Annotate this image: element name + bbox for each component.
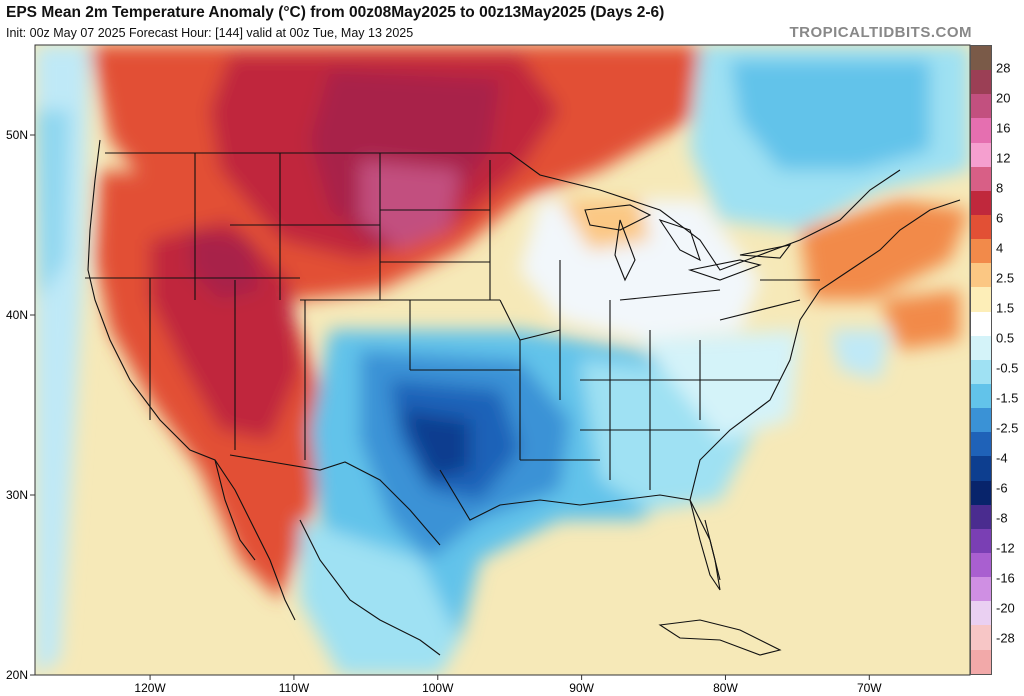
colorbar-segment [971, 118, 991, 143]
colorbar-segment [971, 480, 991, 505]
colorbar-segment [971, 311, 991, 336]
lat-tick-label: 50N [6, 128, 28, 142]
colorbar-segment [971, 359, 991, 384]
lon-tick-label: 70W [857, 681, 882, 695]
colorbar-label: 12 [996, 150, 1011, 165]
colorbar-label: -6 [996, 480, 1008, 495]
lon-tick-label: 100W [422, 681, 454, 695]
colorbar-segment [971, 239, 991, 264]
lon-tick-label: 110W [279, 681, 310, 695]
lat-tick-label: 20N [6, 668, 28, 682]
colorbar-segment [971, 335, 991, 360]
colorbar-label: -2.5 [996, 420, 1019, 435]
colorbar-segment [971, 528, 991, 553]
colorbar-segment [971, 456, 991, 481]
lon-tick-label: 120W [134, 681, 166, 695]
colorbar-segment [971, 263, 991, 288]
colorbar-label: 4 [996, 240, 1004, 255]
colorbar-label: -4 [996, 450, 1008, 465]
colorbar-label: -1.5 [996, 390, 1019, 405]
colorbar-label: 20 [996, 90, 1011, 105]
colorbar-label: -12 [996, 540, 1015, 555]
map-borders [85, 139, 961, 656]
lat-tick-label: 40N [6, 308, 28, 322]
colorbar-label: -28 [996, 630, 1015, 645]
colorbar-segment [971, 577, 991, 602]
colorbar-label: 28 [996, 60, 1011, 75]
colorbar-label: 1.5 [996, 300, 1015, 315]
colorbar-segment [971, 408, 991, 433]
colorbar-label: -16 [996, 570, 1015, 585]
colorbar-label: -8 [996, 510, 1008, 525]
colorbar-label: 6 [996, 210, 1004, 225]
map-title: EPS Mean 2m Temperature Anomaly (°C) fro… [6, 4, 665, 21]
longitude-axis: 120W 110W 100W 90W 80W 70W [134, 675, 882, 695]
colorbar-segment [971, 552, 991, 578]
colorbar-segment [971, 214, 991, 240]
colorbar-segment [971, 601, 991, 626]
colorbar-segment [971, 504, 991, 529]
colorbar-label: -0.5 [996, 360, 1019, 375]
colorbar-segment [971, 190, 991, 215]
colorbar-label: 16 [996, 120, 1011, 135]
colorbar-segment [971, 383, 991, 409]
site-brand: TROPICALTIDBITS.COM [789, 24, 972, 41]
lon-tick-label: 90W [569, 681, 594, 695]
latitude-axis: 20N 30N 40N 50N [6, 128, 35, 682]
colorbar-segment [971, 287, 991, 312]
colorbar-segment [971, 649, 991, 674]
colorbar-segment [971, 46, 991, 71]
colorbar-segment [971, 70, 991, 95]
colorbar-segment [971, 142, 991, 167]
colorbar-segment [971, 94, 991, 119]
colorbar-segment [971, 166, 991, 191]
colorbar-segment [971, 432, 991, 457]
lat-tick-label: 30N [6, 488, 28, 502]
colorbar-label: -20 [996, 600, 1015, 615]
colorbar-label: 2.5 [996, 270, 1015, 285]
colorbar-label: 0.5 [996, 330, 1015, 345]
map-subtitle: Init: 00z May 07 2025 Forecast Hour: [14… [6, 26, 414, 40]
colorbar [970, 45, 992, 675]
colorbar-segment [971, 625, 991, 650]
colorbar-label: 8 [996, 180, 1004, 195]
lon-tick-label: 80W [713, 681, 738, 695]
